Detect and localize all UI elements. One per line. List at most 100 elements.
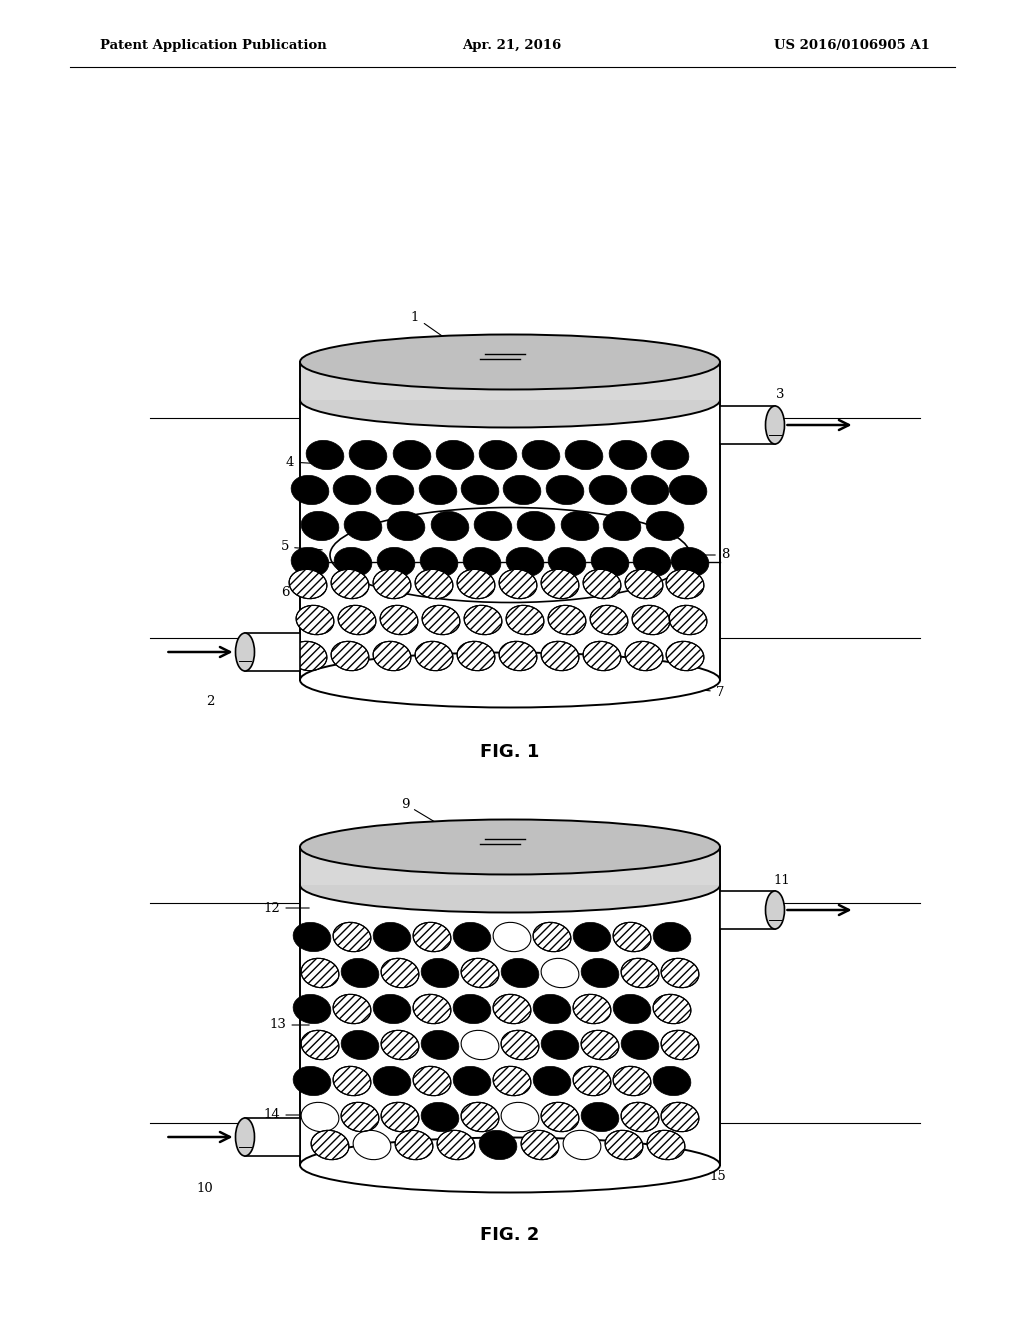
Ellipse shape bbox=[541, 1102, 579, 1131]
Text: 7: 7 bbox=[663, 685, 724, 698]
Ellipse shape bbox=[625, 569, 663, 599]
Ellipse shape bbox=[622, 1031, 658, 1060]
Text: 15: 15 bbox=[660, 1171, 726, 1184]
Text: 8: 8 bbox=[700, 549, 729, 561]
Bar bbox=[245, 634, 300, 671]
Ellipse shape bbox=[501, 958, 539, 987]
Ellipse shape bbox=[534, 1067, 571, 1096]
Ellipse shape bbox=[632, 606, 670, 635]
Ellipse shape bbox=[581, 958, 618, 987]
Ellipse shape bbox=[669, 475, 707, 504]
Text: 2: 2 bbox=[206, 696, 214, 709]
Ellipse shape bbox=[563, 1130, 601, 1160]
Ellipse shape bbox=[453, 1067, 490, 1096]
Bar bbox=[300, 847, 720, 884]
Ellipse shape bbox=[589, 475, 627, 504]
Ellipse shape bbox=[420, 548, 458, 577]
Ellipse shape bbox=[461, 1031, 499, 1060]
Ellipse shape bbox=[381, 1031, 419, 1060]
Ellipse shape bbox=[349, 441, 387, 470]
Ellipse shape bbox=[289, 569, 327, 599]
Ellipse shape bbox=[651, 441, 689, 470]
Bar bbox=[300, 400, 720, 680]
Ellipse shape bbox=[541, 958, 579, 987]
Ellipse shape bbox=[667, 569, 703, 599]
Ellipse shape bbox=[334, 548, 372, 577]
Ellipse shape bbox=[541, 642, 579, 671]
Text: 4: 4 bbox=[286, 455, 339, 469]
Ellipse shape bbox=[421, 958, 459, 987]
Ellipse shape bbox=[517, 511, 555, 541]
Ellipse shape bbox=[341, 1031, 379, 1060]
Ellipse shape bbox=[479, 1130, 517, 1160]
Ellipse shape bbox=[344, 511, 382, 541]
Ellipse shape bbox=[453, 923, 490, 952]
Ellipse shape bbox=[605, 1130, 643, 1160]
Ellipse shape bbox=[306, 441, 344, 470]
Ellipse shape bbox=[662, 1102, 699, 1131]
Ellipse shape bbox=[548, 548, 586, 577]
Ellipse shape bbox=[546, 475, 584, 504]
Ellipse shape bbox=[622, 1102, 658, 1131]
Ellipse shape bbox=[647, 1130, 685, 1160]
Text: 12: 12 bbox=[263, 902, 309, 915]
Ellipse shape bbox=[373, 994, 411, 1023]
Ellipse shape bbox=[548, 606, 586, 635]
Ellipse shape bbox=[461, 475, 499, 504]
Ellipse shape bbox=[333, 1067, 371, 1096]
Text: 13: 13 bbox=[269, 1019, 309, 1031]
Ellipse shape bbox=[395, 1130, 433, 1160]
Ellipse shape bbox=[464, 606, 502, 635]
Bar bbox=[245, 1118, 300, 1156]
Ellipse shape bbox=[373, 569, 411, 599]
Ellipse shape bbox=[353, 1130, 391, 1160]
Ellipse shape bbox=[293, 994, 331, 1023]
Ellipse shape bbox=[236, 634, 255, 671]
Ellipse shape bbox=[421, 1102, 459, 1131]
Text: FIG. 1: FIG. 1 bbox=[480, 743, 540, 762]
Text: US 2016/0106905 A1: US 2016/0106905 A1 bbox=[774, 38, 930, 51]
Ellipse shape bbox=[333, 475, 371, 504]
Ellipse shape bbox=[662, 1031, 699, 1060]
Text: Apr. 21, 2016: Apr. 21, 2016 bbox=[463, 38, 561, 51]
Ellipse shape bbox=[479, 441, 517, 470]
Ellipse shape bbox=[662, 958, 699, 987]
Ellipse shape bbox=[331, 642, 369, 671]
Ellipse shape bbox=[333, 923, 371, 952]
Ellipse shape bbox=[413, 1067, 451, 1096]
Ellipse shape bbox=[603, 511, 641, 541]
Ellipse shape bbox=[561, 511, 599, 541]
Ellipse shape bbox=[387, 511, 425, 541]
Ellipse shape bbox=[541, 1031, 579, 1060]
Ellipse shape bbox=[457, 569, 495, 599]
Ellipse shape bbox=[573, 994, 611, 1023]
Ellipse shape bbox=[300, 652, 720, 708]
Ellipse shape bbox=[573, 1067, 611, 1096]
Text: 5: 5 bbox=[281, 540, 323, 553]
Ellipse shape bbox=[541, 569, 579, 599]
Text: 9: 9 bbox=[400, 797, 458, 836]
Ellipse shape bbox=[506, 606, 544, 635]
Ellipse shape bbox=[296, 606, 334, 635]
Ellipse shape bbox=[333, 994, 371, 1023]
Ellipse shape bbox=[415, 642, 453, 671]
Ellipse shape bbox=[291, 475, 329, 504]
Ellipse shape bbox=[419, 475, 457, 504]
Ellipse shape bbox=[613, 1067, 651, 1096]
Ellipse shape bbox=[499, 569, 537, 599]
Ellipse shape bbox=[373, 642, 411, 671]
Ellipse shape bbox=[583, 642, 621, 671]
Ellipse shape bbox=[565, 441, 603, 470]
Ellipse shape bbox=[653, 923, 691, 952]
Ellipse shape bbox=[669, 606, 707, 635]
Ellipse shape bbox=[373, 1067, 411, 1096]
Ellipse shape bbox=[613, 923, 651, 952]
Ellipse shape bbox=[453, 994, 490, 1023]
Ellipse shape bbox=[436, 441, 474, 470]
Ellipse shape bbox=[461, 1102, 499, 1131]
Ellipse shape bbox=[381, 1102, 419, 1131]
Ellipse shape bbox=[293, 923, 331, 952]
Ellipse shape bbox=[646, 511, 684, 541]
Text: 3: 3 bbox=[776, 388, 784, 401]
Ellipse shape bbox=[506, 548, 544, 577]
